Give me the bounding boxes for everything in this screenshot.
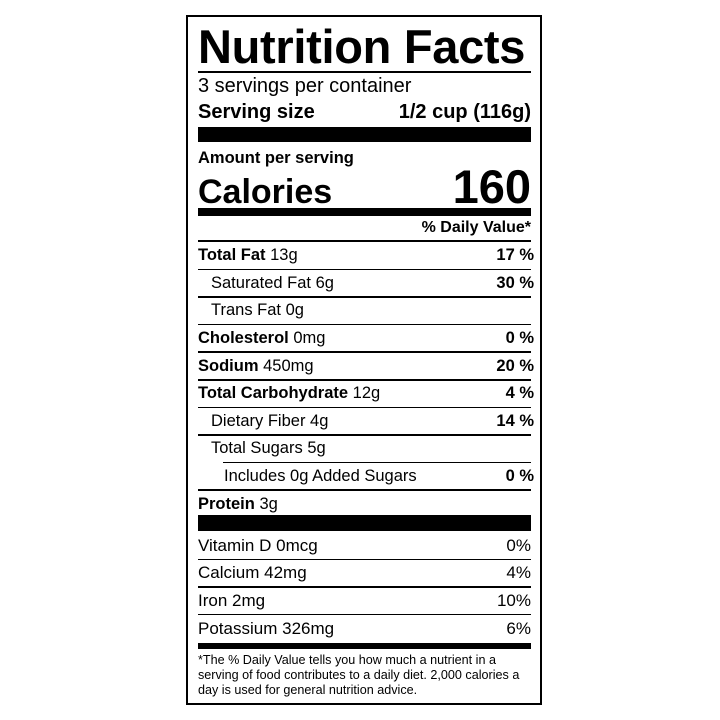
row-divider xyxy=(198,268,531,271)
vitamin-amount: 0mcg xyxy=(276,535,318,555)
divider-medium xyxy=(198,208,531,216)
nutrient-name: Total Fat xyxy=(198,246,266,265)
nutrient-label: Includes 0g Added Sugars xyxy=(198,467,417,486)
nutrient-daily-value: 4 % xyxy=(505,384,534,403)
vitamin-label: Calcium 42mg xyxy=(198,563,307,583)
nutrient-amount: 12g xyxy=(352,384,381,403)
nutrient-amount: 4g xyxy=(310,411,329,430)
nutrient-amount: 3g xyxy=(259,494,278,513)
nutrient-label: Protein 3g xyxy=(198,495,278,514)
nutrient-row: Total Carbohydrate 12g 4 % xyxy=(198,380,534,408)
label-title: Nutrition Facts xyxy=(198,20,526,73)
nutrient-row: Total Sugars 5g xyxy=(198,435,534,463)
nutrient-label: Total Sugars 5g xyxy=(198,439,326,458)
nutrient-row: Total Fat 13g 17 % xyxy=(198,242,534,270)
vitamin-name: Potassium xyxy=(198,618,278,638)
vitamin-label: Vitamin D 0mcg xyxy=(198,536,318,556)
divider-thin xyxy=(198,240,531,242)
vitamin-daily-value: 6% xyxy=(506,618,531,638)
nutrient-row: Trans Fat 0g xyxy=(198,297,534,325)
nutrient-daily-value: 30 % xyxy=(496,273,534,292)
vitamin-amount: 326mg xyxy=(282,618,335,638)
nutrient-label: Dietary Fiber 4g xyxy=(198,412,328,431)
nutrient-row: Protein 3g xyxy=(198,490,534,518)
vitamin-name: Vitamin D xyxy=(198,535,272,555)
nutrient-row: Dietary Fiber 4g 14 % xyxy=(198,408,534,436)
nutrient-name: Dietary Fiber xyxy=(211,411,306,430)
row-divider xyxy=(198,406,531,409)
nutrient-amount: 6g xyxy=(315,273,334,292)
nutrient-daily-value: 0 % xyxy=(505,329,534,348)
vitamin-amount: 42mg xyxy=(264,563,307,583)
serving-size-value: 1/2 cup (116g) xyxy=(398,101,531,123)
row-divider xyxy=(198,613,531,616)
nutrient-row: Includes 0g Added Sugars 0 % xyxy=(198,463,534,491)
calories-label: Calories xyxy=(198,173,333,211)
servings-per-container: 3 servings per container xyxy=(198,75,412,97)
daily-value-header: % Daily Value* xyxy=(421,219,531,236)
divider-thin xyxy=(198,71,531,73)
nutrient-daily-value: 17 % xyxy=(496,246,534,265)
nutrient-row: Saturated Fat 6g 30 % xyxy=(198,270,534,298)
nutrient-name: Cholesterol xyxy=(198,329,289,348)
nutrient-row: Sodium 450mg 20 % xyxy=(198,352,534,380)
nutrient-name: Saturated Fat xyxy=(211,273,311,292)
vitamin-daily-value: 0% xyxy=(506,535,531,555)
calories-value: 160 xyxy=(452,160,531,213)
vitamin-row: Iron 2mg 10% xyxy=(198,587,531,615)
calories-row: Calories 160 xyxy=(198,160,531,213)
nutrient-amount: 450mg xyxy=(263,356,314,375)
row-divider xyxy=(198,586,531,588)
nutrient-daily-value: 20 % xyxy=(496,356,534,375)
nutrient-name: Total Carbohydrate xyxy=(198,384,349,403)
row-divider xyxy=(198,379,531,381)
nutrient-name: Sodium xyxy=(198,356,259,375)
row-divider xyxy=(198,296,531,298)
nutrient-label: Total Carbohydrate 12g xyxy=(198,384,380,403)
nutrient-amount: 5g xyxy=(307,439,326,458)
nutrient-label: Total Fat 13g xyxy=(198,246,298,265)
nutrient-label: Sodium 450mg xyxy=(198,357,314,376)
nutrient-amount: 0mg xyxy=(293,329,326,348)
nutrient-daily-value: 0 % xyxy=(505,467,534,486)
vitamin-row: Vitamin D 0mcg 0% xyxy=(198,532,531,560)
nutrient-name: Trans Fat xyxy=(211,301,281,320)
row-divider xyxy=(198,558,531,561)
nutrient-name: Total Sugars xyxy=(211,439,303,458)
nutrient-amount: 13g xyxy=(270,246,298,265)
vitamin-name: Iron xyxy=(198,590,228,610)
row-divider xyxy=(198,351,531,353)
divider-thick xyxy=(198,127,531,142)
nutrient-label: Cholesterol 0mg xyxy=(198,329,325,348)
vitamin-name: Calcium xyxy=(198,563,260,583)
row-divider xyxy=(198,323,531,326)
vitamin-amount: 2mg xyxy=(232,590,266,610)
nutrient-daily-value: 14 % xyxy=(496,411,534,430)
nutrient-amount: 0g xyxy=(285,301,304,320)
serving-size-row: Serving size 1/2 cup (116g) xyxy=(198,100,531,124)
divider-thick xyxy=(198,515,531,531)
nutrient-row: Cholesterol 0mg 0 % xyxy=(198,325,534,353)
vitamin-label: Potassium 326mg xyxy=(198,619,334,639)
row-divider xyxy=(198,434,531,436)
serving-size-label: Serving size xyxy=(198,101,315,123)
amount-per-serving: Amount per serving xyxy=(198,149,354,167)
nutrient-label: Trans Fat 0g xyxy=(198,301,304,320)
divider-medium xyxy=(198,643,531,649)
footnote: *The % Daily Value tells you how much a … xyxy=(198,653,520,697)
nutrition-facts-label: Nutrition Facts 3 servings per container… xyxy=(186,15,542,705)
row-divider xyxy=(223,461,531,464)
vitamin-daily-value: 10% xyxy=(496,590,531,610)
vitamin-daily-value: 4% xyxy=(506,563,531,583)
nutrient-name: Includes 0g Added Sugars xyxy=(224,467,417,486)
vitamin-label: Iron 2mg xyxy=(198,591,265,611)
vitamin-row: Potassium 326mg 6% xyxy=(198,615,531,643)
vitamin-row: Calcium 42mg 4% xyxy=(198,560,531,588)
row-divider xyxy=(198,489,531,491)
nutrient-label: Saturated Fat 6g xyxy=(198,274,334,293)
nutrient-name: Protein xyxy=(198,494,255,513)
